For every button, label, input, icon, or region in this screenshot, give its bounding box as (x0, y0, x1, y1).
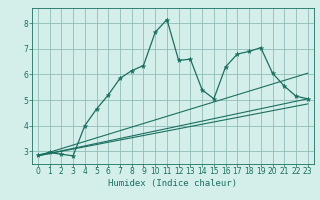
X-axis label: Humidex (Indice chaleur): Humidex (Indice chaleur) (108, 179, 237, 188)
